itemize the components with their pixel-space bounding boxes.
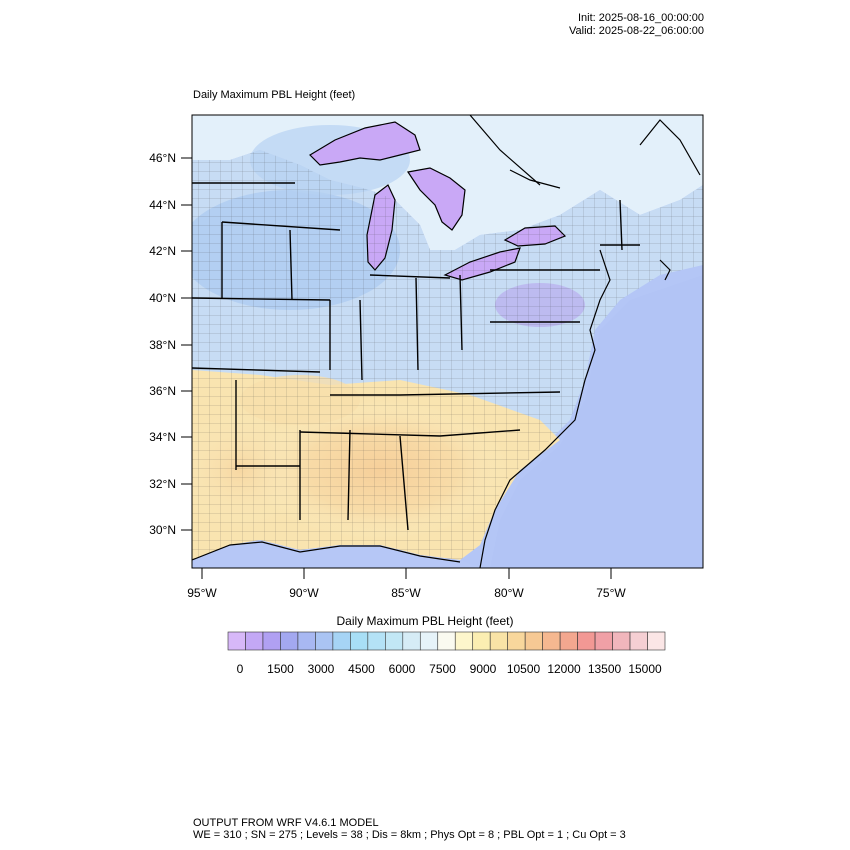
lat-label: 32°N: [149, 477, 176, 491]
map-title: Daily Maximum PBL Height (feet): [193, 89, 356, 101]
colorbar-swatch: [594, 631, 613, 651]
colorbar-tick-label: 13500: [588, 662, 622, 676]
colorbar-swatch: [280, 631, 299, 651]
lat-label: 46°N: [149, 151, 176, 165]
colorbar-swatch: [559, 631, 578, 651]
init-time: Init: 2025-08-16_00:00:00: [578, 12, 704, 24]
colorbar-tick-label: 12000: [547, 662, 581, 676]
colorbar-swatch: [629, 631, 648, 651]
latitude-axis: [181, 157, 192, 531]
lon-label: 75°W: [596, 586, 626, 600]
colorbar-title: Daily Maximum PBL Height (feet): [336, 614, 514, 628]
colorbar-swatch: [350, 631, 369, 651]
colorbar-tick-label: 6000: [389, 662, 416, 676]
colorbar-swatch: [227, 631, 246, 651]
colorbar-swatch: [542, 631, 561, 651]
lat-label: 40°N: [149, 291, 176, 305]
colorbar-tick-label: 3000: [308, 662, 335, 676]
colorbar-swatch: [367, 631, 386, 651]
colorbar-swatch: [332, 631, 351, 651]
lon-label: 90°W: [289, 586, 319, 600]
colorbar-tick-label: 1500: [267, 662, 294, 676]
lon-label: 80°W: [494, 586, 524, 600]
lon-label: 95°W: [187, 586, 217, 600]
colorbar-tick-label: 9000: [470, 662, 497, 676]
lat-label: 44°N: [149, 198, 176, 212]
lat-label: 30°N: [149, 523, 176, 537]
map-frame: [191, 114, 704, 569]
colorbar-swatch: [245, 631, 264, 651]
longitude-labels: 95°W 90°W 85°W 80°W 75°W: [187, 586, 626, 600]
colorbar-swatch: [297, 631, 316, 651]
lat-label: 34°N: [149, 430, 176, 444]
colorbar-tick-label: 7500: [429, 662, 456, 676]
lat-label: 36°N: [149, 384, 176, 398]
colorbar-tick-label: 4500: [348, 662, 375, 676]
colorbar-swatch: [647, 631, 666, 651]
colorbar-swatch: [524, 631, 543, 651]
valid-time: Valid: 2025-08-22_06:00:00: [569, 25, 704, 37]
model-info: OUTPUT FROM WRF V4.6.1 MODEL: [193, 817, 379, 829]
colorbar-swatch: [472, 631, 491, 651]
colorbar-tick-label: 15000: [628, 662, 662, 676]
map-field: [192, 115, 703, 568]
longitude-axis: [201, 568, 612, 579]
colorbar-swatch: [419, 631, 439, 651]
colorbar-swatch: [385, 631, 404, 651]
colorbar-swatch: [454, 631, 474, 651]
colorbar-swatch: [262, 631, 281, 651]
colorbar-swatch: [315, 631, 334, 651]
lat-label: 42°N: [149, 244, 176, 258]
colorbar-swatch: [402, 631, 421, 651]
colorbar-tick-label: 0: [237, 662, 244, 676]
colorbar-tick-labels: 0 1500 3000 4500 6000 7500 9000 10500 12000 13500…: [237, 662, 662, 676]
colorbar-swatch: [612, 631, 631, 651]
colorbar-swatch: [437, 631, 456, 651]
colorbar-swatch: [489, 631, 508, 651]
model-settings: WE = 310 ; SN = 275 ; Levels = 38 ; Dis …: [193, 829, 626, 841]
lat-label: 38°N: [149, 338, 176, 352]
lon-label: 85°W: [391, 586, 421, 600]
colorbar-swatch: [507, 631, 526, 651]
colorbar-tick-label: 10500: [507, 662, 541, 676]
colorbar: [227, 631, 666, 651]
latitude-labels: 46°N 44°N 42°N 40°N 38°N 36°N 34°N 32°N 30°N: [149, 151, 176, 537]
colorbar-swatch: [577, 631, 596, 651]
